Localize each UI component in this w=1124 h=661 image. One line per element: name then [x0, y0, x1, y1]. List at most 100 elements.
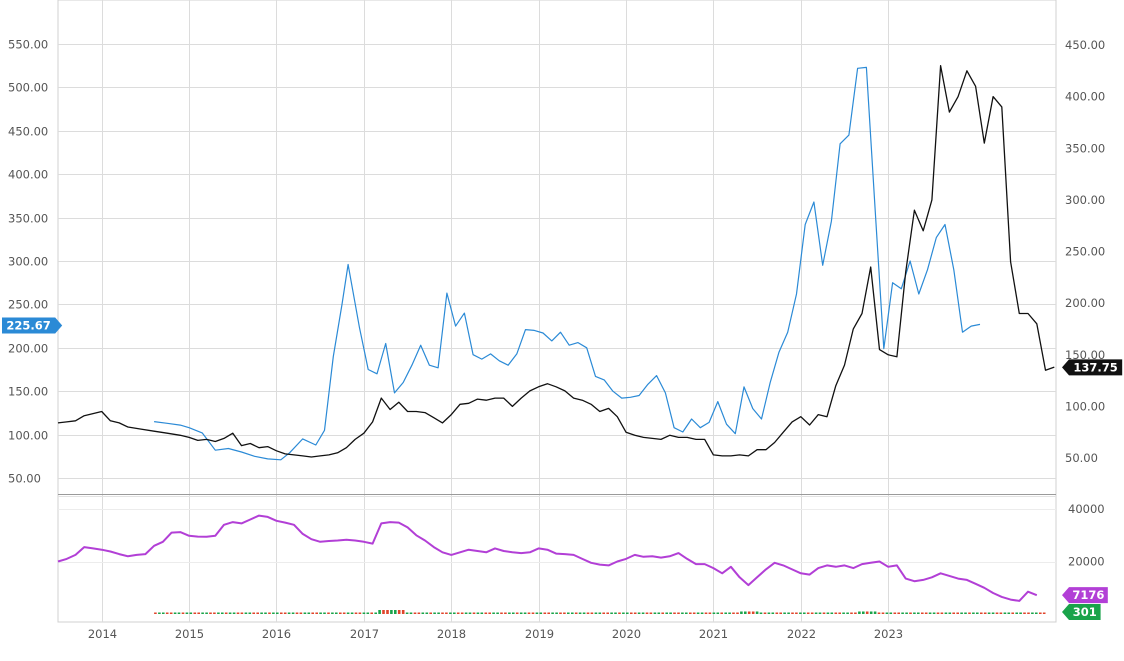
volume-bar	[783, 612, 786, 614]
volume-bar	[610, 612, 613, 614]
badge-label: 301	[1073, 605, 1097, 619]
volume-bar	[563, 612, 566, 614]
volume-bar	[677, 612, 680, 614]
left-axis-tick-label: 450.00	[8, 125, 48, 139]
volume-bar	[877, 612, 881, 614]
volume-bar	[799, 612, 802, 614]
volume-bar	[795, 612, 798, 614]
volume-bar	[181, 612, 185, 614]
volume-bar	[901, 612, 904, 614]
volume-bar	[197, 612, 200, 614]
volume-bar	[154, 612, 157, 614]
volume-bar	[673, 612, 676, 614]
series-lines	[57, 65, 1055, 602]
volume-bar	[551, 612, 554, 614]
left-axis-tick-label: 50.00	[8, 472, 41, 486]
volume-bar	[692, 612, 696, 614]
volume-bar	[169, 612, 173, 614]
volume-bar	[295, 612, 299, 614]
volume-bar	[724, 612, 727, 614]
left-axis-tick-label: 100.00	[8, 429, 48, 443]
volume-bar	[303, 612, 307, 614]
volume-bar	[633, 612, 637, 614]
green-last-value-badge: 301	[1062, 604, 1101, 620]
volume-bar	[999, 612, 1003, 614]
volume-bar	[771, 612, 775, 614]
volume-bar	[158, 612, 161, 614]
volume-bar	[437, 612, 440, 614]
volume-bar	[268, 612, 271, 614]
volume-bar	[468, 612, 472, 614]
volume-bar	[574, 612, 578, 614]
volume-bar	[960, 612, 963, 614]
volume-bar	[767, 612, 771, 614]
volume-bar	[370, 612, 373, 614]
volume-bar	[264, 612, 267, 614]
volume-bar	[830, 612, 834, 614]
volume-bar	[964, 612, 967, 614]
volume-bar	[972, 612, 975, 614]
volume-bar	[244, 612, 248, 614]
volume-bar	[622, 612, 625, 614]
volume-bar	[315, 612, 318, 614]
volume-bar	[968, 612, 971, 614]
volume-bar	[791, 612, 794, 614]
volume-bar	[335, 612, 338, 614]
volume-bar	[272, 612, 275, 614]
axis-labels: 2014 2015 2016 2017 2018 2019 2020 2021 2022 2023…	[8, 38, 1105, 642]
volume-bar	[846, 612, 849, 614]
left-axis-tick-label: 300.00	[8, 255, 48, 269]
volume-bar	[366, 612, 370, 614]
volume-bar	[539, 612, 543, 614]
volume-bar	[567, 612, 570, 614]
volume-bar	[221, 612, 224, 614]
volume-bar	[240, 612, 244, 614]
volume-bar	[728, 612, 731, 614]
volume-bar	[803, 612, 806, 614]
right-axis-tick-label: 250.00	[1065, 245, 1105, 259]
volume-bar	[339, 612, 342, 614]
volume-bar	[598, 612, 602, 614]
volume-bar	[976, 612, 979, 614]
volume-bar	[307, 612, 311, 614]
volume-bar	[618, 612, 621, 614]
volume-bar	[488, 612, 491, 614]
volume-bar	[441, 612, 444, 614]
volume-bar	[665, 612, 668, 614]
volume-bar	[256, 612, 259, 614]
volume-bar	[417, 612, 421, 614]
volume-bar	[712, 612, 716, 614]
blue-last-value-badge: 225.67	[2, 317, 63, 334]
volume-bar	[834, 612, 838, 614]
volume-bar	[913, 612, 916, 614]
volume-bar	[276, 612, 279, 614]
volume-bar	[291, 612, 295, 614]
volume-bar	[260, 612, 263, 614]
volume-bar	[515, 612, 519, 614]
volume-bar	[421, 612, 425, 614]
volume-bar	[700, 612, 704, 614]
volume-bar	[449, 612, 452, 614]
volume-bar	[838, 612, 841, 614]
volume-bar	[201, 612, 204, 614]
volume-bar	[331, 612, 334, 614]
volume-bar	[669, 612, 672, 614]
volume-bar	[401, 610, 405, 614]
volume-bar	[527, 612, 531, 614]
volume-bar	[205, 612, 208, 614]
x-tick-label: 2018	[437, 627, 466, 641]
volume-bar	[397, 610, 401, 614]
left-axis-tick-label: 550.00	[8, 38, 48, 52]
volume-bar	[193, 612, 197, 614]
volume-bar	[508, 612, 511, 614]
volume-bar	[386, 610, 389, 614]
volume-bar	[1039, 612, 1042, 614]
volume-bar	[429, 612, 432, 614]
x-tick-label: 2019	[525, 627, 554, 641]
volume-bar	[1011, 612, 1014, 614]
left-axis-tick-label: 350.00	[8, 212, 48, 226]
volume-bar	[645, 612, 649, 614]
volume-bar	[818, 612, 822, 614]
volume-bar	[747, 611, 751, 614]
